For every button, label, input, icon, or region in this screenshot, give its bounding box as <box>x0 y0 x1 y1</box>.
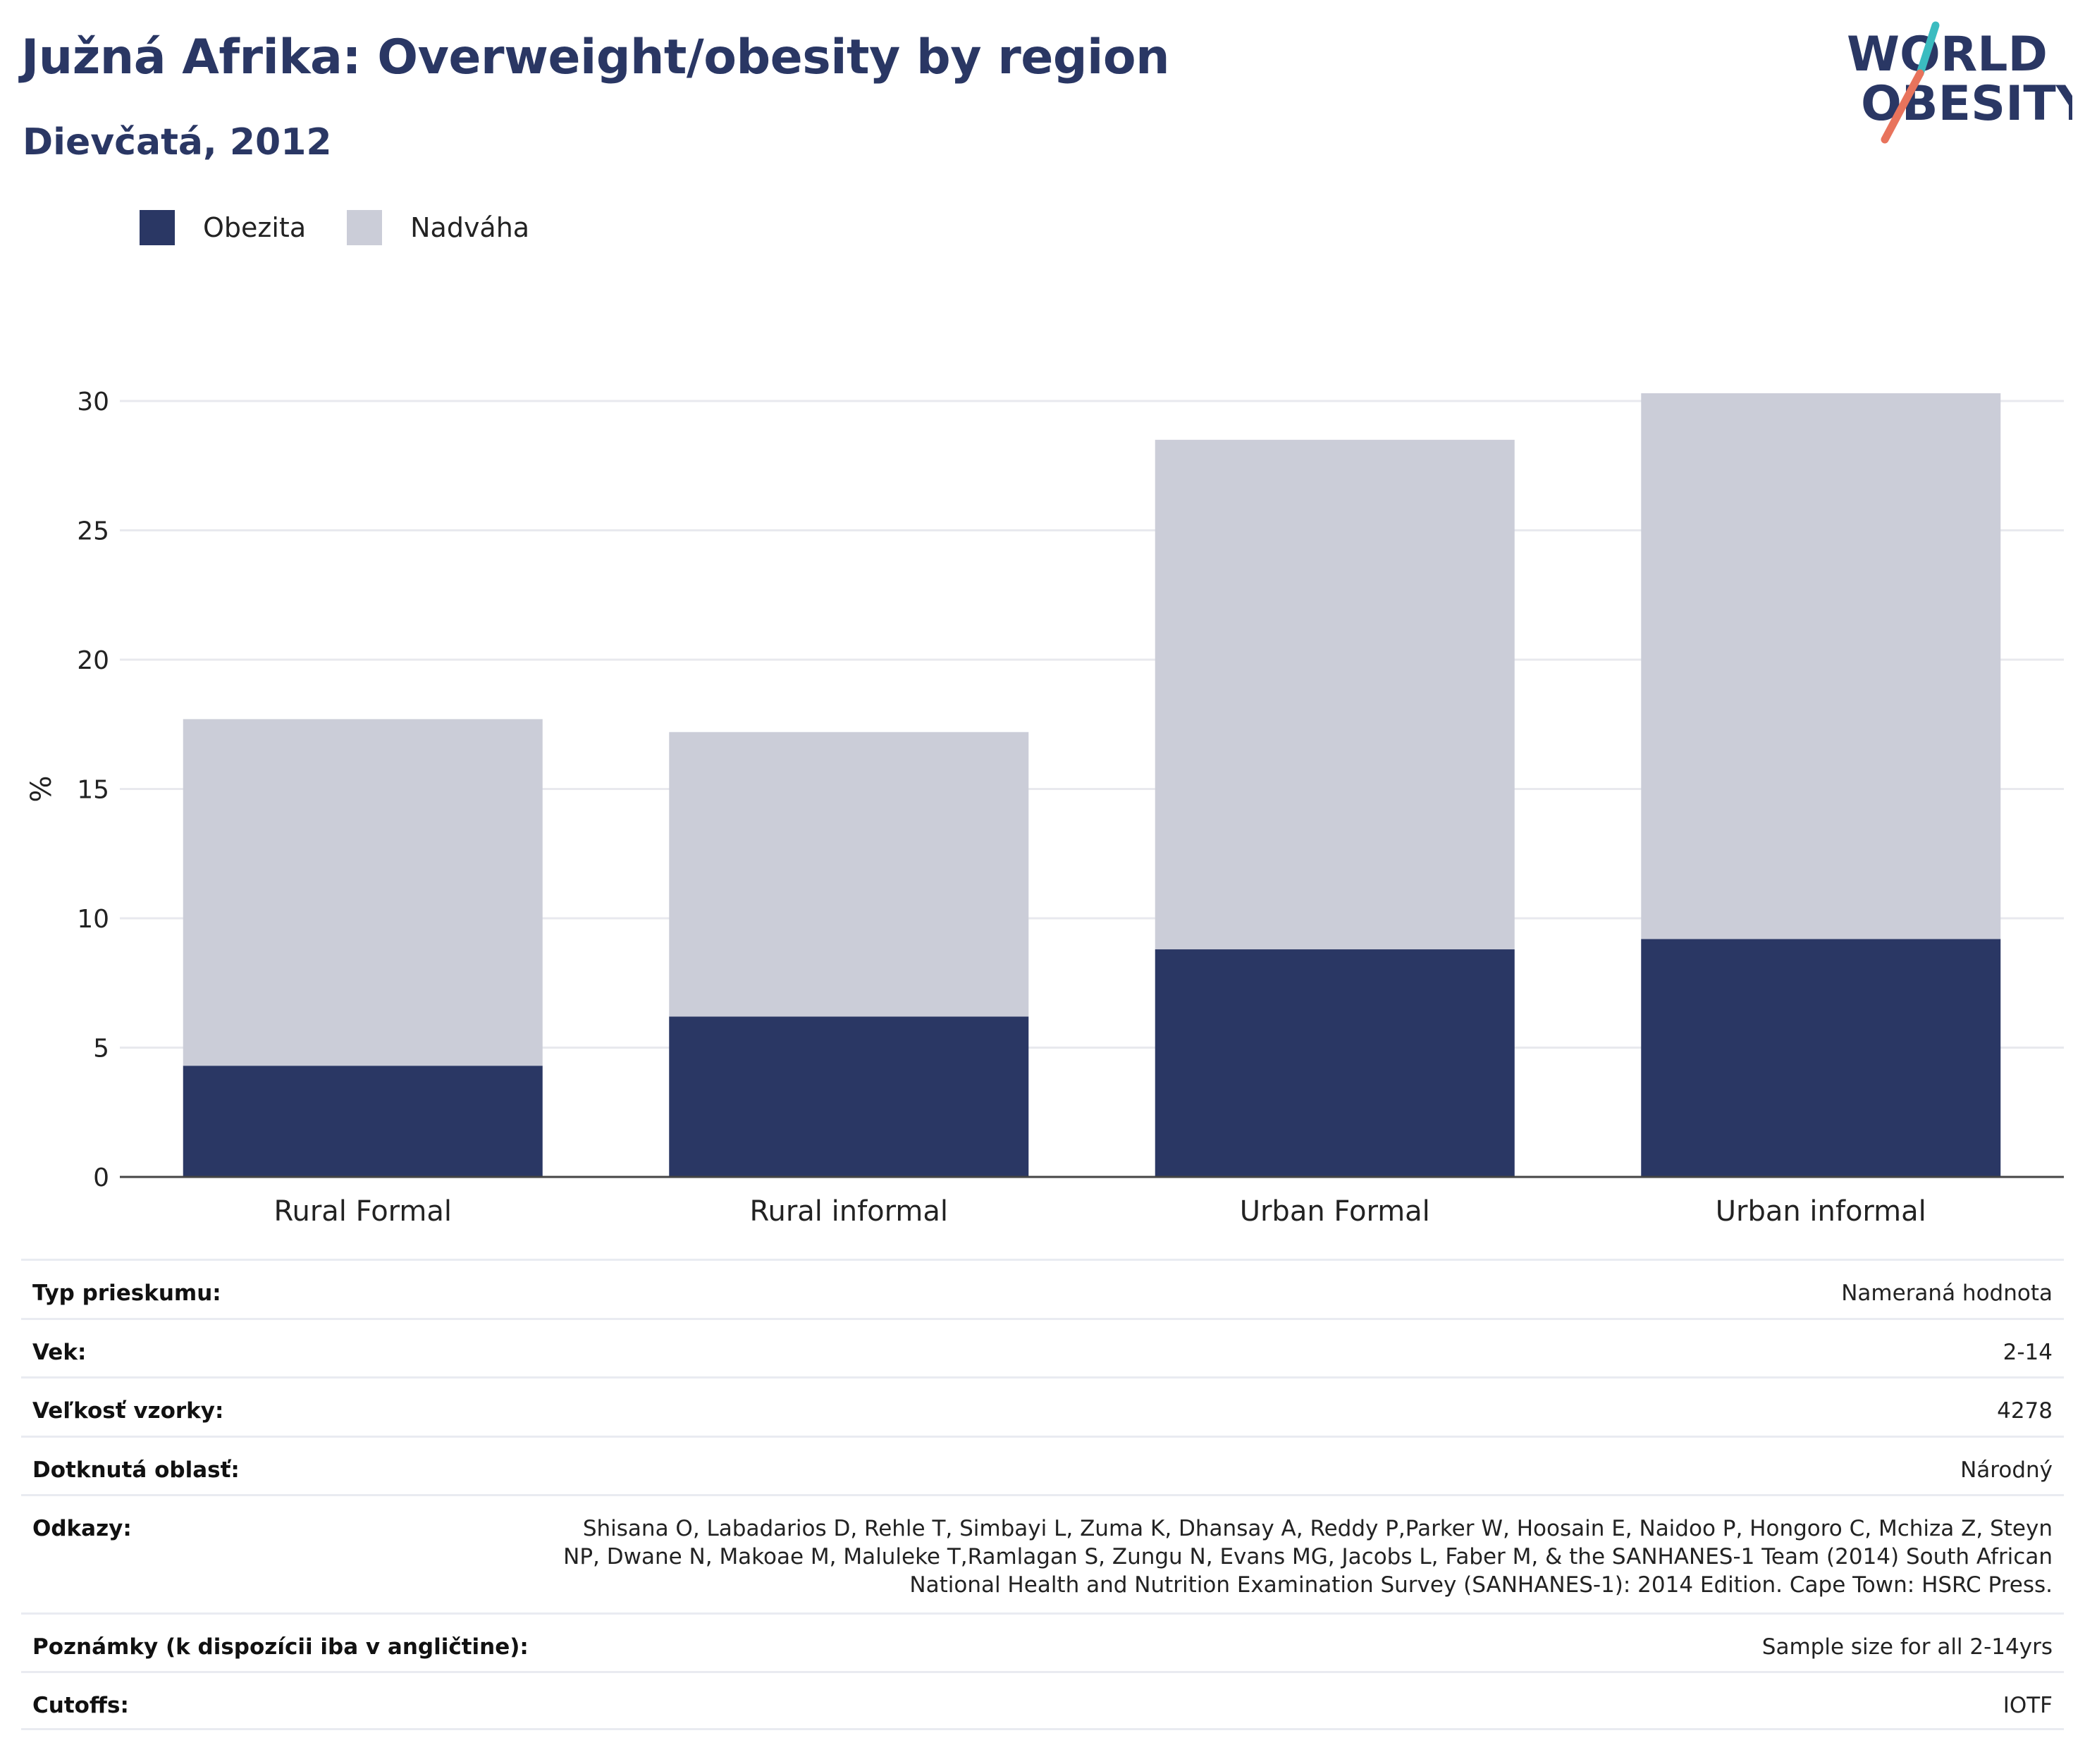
bar-obesity <box>1155 949 1515 1177</box>
y-tick-label: 5 <box>93 1035 109 1063</box>
info-row-survey-type: Typ prieskumu: Nameraná hodnota <box>21 1259 2064 1318</box>
logo-line-world: WORLD <box>1847 27 2048 82</box>
legend-swatch-obesity <box>140 210 175 245</box>
info-label: Vek: <box>32 1340 87 1365</box>
x-tick-label: Urban Formal <box>1240 1195 1430 1226</box>
logo-slash-teal <box>1916 21 1940 78</box>
legend-item-overweight[interactable]: Nadváha <box>347 210 529 245</box>
info-row-references: Odkazy: Shisana O, Labadarios D, Rehle T… <box>21 1494 2064 1612</box>
world-obesity-logo: WORLD OBESITY <box>1847 21 2072 144</box>
info-value: 4278 <box>1997 1398 2053 1424</box>
y-tick-label: 20 <box>77 646 109 675</box>
info-label: Veľkosť vzorky: <box>32 1398 224 1424</box>
info-value: Národný <box>1960 1457 2053 1483</box>
info-label: Cutoffs: <box>32 1693 129 1718</box>
bar-overweight <box>183 719 543 1066</box>
info-label: Odkazy: <box>32 1516 132 1541</box>
x-tick-label: Rural informal <box>750 1195 948 1226</box>
bar-obesity <box>183 1066 543 1177</box>
y-tick-label: 10 <box>77 905 109 934</box>
y-tick-label: 15 <box>77 776 109 805</box>
info-value: IOTF <box>2003 1693 2053 1718</box>
info-value: 2-14 <box>2003 1340 2053 1365</box>
info-row-notes: Poznámky (k dispozícii iba v angličtine)… <box>21 1612 2064 1671</box>
info-row-age: Vek: 2-14 <box>21 1318 2064 1376</box>
bar-overweight <box>1641 393 2001 939</box>
legend-swatch-overweight <box>347 210 383 245</box>
legend-label-overweight: Nadváha <box>410 212 530 243</box>
info-label: Poznámky (k dispozícii iba v angličtine)… <box>32 1634 529 1660</box>
bar-chart: 0 5 10 15 20 25 30% Rural Formal Rural informal U… <box>25 388 2064 1226</box>
bar-obesity <box>1641 939 2001 1177</box>
bar-overweight <box>669 732 1029 1017</box>
bar-obesity <box>669 1016 1029 1177</box>
y-tick-label: 30 <box>77 388 109 417</box>
legend-label-obesity: Obezita <box>203 212 307 243</box>
info-label: Dotknutá oblasť: <box>32 1457 240 1483</box>
survey-info-table: Typ prieskumu: Nameraná hodnota Vek: 2-1… <box>21 1259 2064 1730</box>
y-tick-label: 0 <box>93 1164 109 1192</box>
chart-legend: Obezita Nadváha <box>140 210 570 245</box>
info-row-cutoffs: Cutoffs: IOTF <box>21 1671 2064 1730</box>
x-tick-label: Urban informal <box>1716 1195 1926 1226</box>
logo-slash-red <box>1881 69 1924 144</box>
bar-overweight <box>1155 440 1515 950</box>
info-value: Shisana O, Labadarios D, Rehle T, Simbay… <box>563 1516 2053 1598</box>
info-label: Typ prieskumu: <box>32 1281 221 1306</box>
info-value: Sample size for all 2-14yrs <box>1761 1634 2053 1660</box>
y-tick-label: 25 <box>77 517 109 546</box>
info-value: Nameraná hodnota <box>1841 1281 2053 1306</box>
legend-item-obesity[interactable]: Obezita <box>140 210 306 245</box>
info-row-area: Dotknutá oblasť: Národný <box>21 1436 2064 1494</box>
y-axis-label: % <box>25 775 58 802</box>
chart-title: Južná Afrika: Overweight/obesity by regi… <box>21 30 1170 85</box>
x-tick-label: Rural Formal <box>273 1195 452 1226</box>
info-row-sample-size: Veľkosť vzorky: 4278 <box>21 1376 2064 1436</box>
chart-subtitle: Dievčatá, 2012 <box>23 121 332 164</box>
